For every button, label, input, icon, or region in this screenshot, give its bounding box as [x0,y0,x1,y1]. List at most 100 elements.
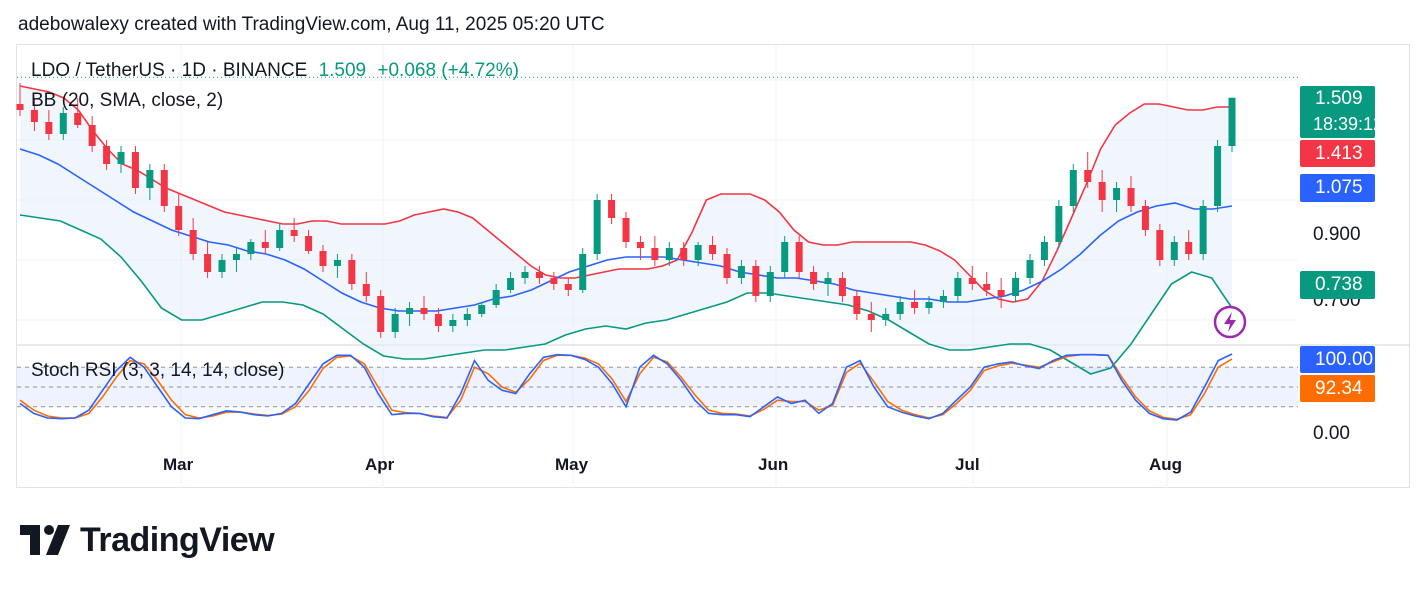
candle-body [1055,206,1063,242]
candle-body [810,272,818,284]
candle-body [377,296,385,332]
candle-body [867,314,875,320]
bb-lower-badge: 0.738 [1300,271,1375,299]
legend-change: +0.068 (+4.72%) [377,60,519,81]
candle-body [434,314,442,326]
candle-body [723,254,731,278]
candle-body [1156,230,1164,260]
candle-body [766,272,774,296]
x-tick-label: Jul [955,455,980,474]
bb-basis-badge: 1.075 [1300,174,1375,202]
candle-body [1170,242,1178,260]
candle-body [45,122,53,134]
candle-body [74,113,82,125]
candle-body [564,284,572,290]
symbol-title[interactable]: LDO / TetherUS · 1D · BINANCE [31,60,308,81]
tradingview-logo-text: TradingView [80,520,275,559]
candle-body [781,242,789,272]
candle-body [204,254,212,272]
candle-body [160,170,168,206]
candle-body [290,230,298,236]
lightning-icon[interactable] [1213,305,1247,339]
candle-body [420,308,428,314]
candle-body [1199,206,1207,254]
candle-body [333,260,341,266]
candle-body [30,110,38,122]
candle-body [1040,242,1048,260]
candle-body [694,245,702,260]
candle-body [521,272,529,278]
candle-body [1098,182,1106,200]
candle-body [59,113,67,134]
candle-body [968,278,976,284]
candle-body [1228,97,1236,146]
candle-body [232,254,240,260]
candle-body [247,242,255,254]
candle-body [651,248,659,260]
x-tick-label: Aug [1149,455,1183,474]
x-tick-label: Apr [365,455,395,474]
candle-body [1141,206,1149,230]
x-tick-label: Jun [758,455,789,474]
stoch-d-badge: 92.34 [1300,375,1375,402]
candle-body [507,278,515,290]
candle-body [362,284,370,296]
stoch-k-badge: 100.00 [1300,346,1375,373]
candle-body [939,296,947,302]
candle-body [550,278,558,284]
candle-body [1012,278,1020,296]
candle-body [146,170,154,188]
candle-body [103,146,111,164]
candle-body [1185,242,1193,254]
candle-body [608,200,616,218]
candle-body [752,266,760,296]
candle-body [449,320,457,326]
tradingview-logo-icon [20,525,70,555]
candle-body [88,125,96,146]
candle-body [1127,188,1135,206]
candle-body [911,302,919,308]
candle-body [680,248,688,260]
candle-body [1069,170,1077,206]
candle-body [261,242,269,248]
x-tick-label: May [555,455,589,474]
stoch-rsi-legend[interactable]: Stoch RSI (3, 3, 14, 14, close) [31,360,285,381]
candle-body [391,314,399,332]
candle-body [983,284,991,290]
bb-legend[interactable]: BB (20, SMA, close, 2) [31,90,224,111]
candle-body [478,305,486,314]
candle-body [218,260,226,272]
last-price-badge: 1.509 18:39:12 [1300,86,1384,138]
bb-upper-badge: 1.413 [1300,140,1375,167]
candle-body [16,104,24,110]
last-price-value: 1.509 [1315,88,1363,109]
candle-body [117,152,125,164]
price-axis-label: 0.900 [1313,224,1361,245]
candle-body [622,218,630,242]
chart-frame [16,44,1410,488]
candle-body [636,242,644,248]
bb-lower-line [19,214,1233,375]
candle-body [535,272,543,278]
tradingview-logo[interactable]: TradingView [20,520,275,560]
candle-body [795,242,803,272]
candle-body [997,290,1005,296]
candle-body [665,248,673,260]
stoch-d-line [19,353,1233,421]
candle-body [1214,146,1222,206]
candle-body [896,302,904,314]
candle-body [492,290,500,305]
symbol-legend[interactable]: LDO / TetherUS · 1D · BINANCE 1.509 +0.0… [31,60,519,82]
candle-body [838,278,846,296]
candle-body [1026,260,1034,278]
legend-price: 1.509 [318,60,367,81]
candle-body [463,314,471,320]
countdown-value: 18:39:12 [1313,114,1384,134]
candle-body [319,251,327,266]
stoch-axis-label: 0.00 [1313,423,1350,444]
candle-body [925,302,933,308]
candle-body [348,260,356,284]
candle-body [593,200,601,254]
candle-body [1113,188,1121,200]
